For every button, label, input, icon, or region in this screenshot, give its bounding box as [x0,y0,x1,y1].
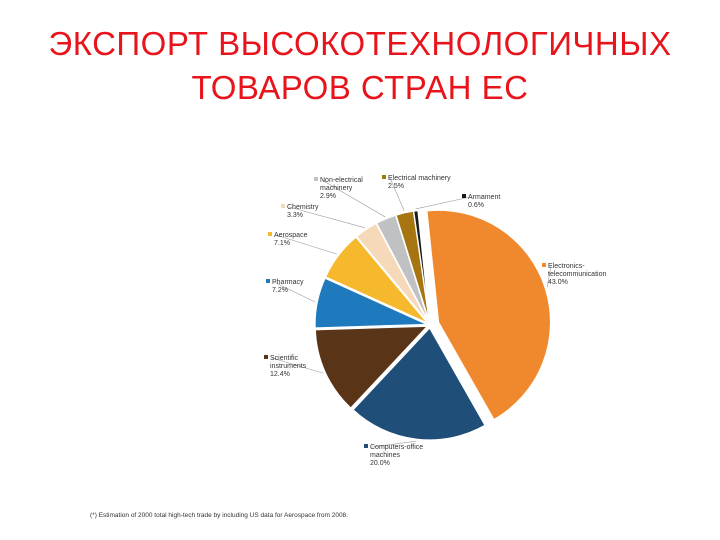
slice-label-6-line-1: machinery [320,185,353,192]
slice-label-2-line-1: instruments [270,363,307,370]
slice-label-3-line-1: 7.2% [272,287,288,294]
slice-label-2-line-2: 12.4% [270,371,290,378]
slice-label-2-line-0: Scientific [270,355,299,362]
slice-label-6-line-2: 2.9% [320,193,336,200]
slice-label-8-line-1: 0.6% [468,202,484,209]
legend-marker-0 [542,263,546,267]
pie-slice-1 [352,326,486,441]
slice-label-1-line-2: 20.0% [370,460,390,467]
slice-label-7-line-0: Electrical machinery [388,175,451,182]
legend-marker-7 [382,175,386,179]
leader-line-7 [389,177,405,211]
slide-title-line-2: ТОВАРОВ СТРАН ЕС [191,69,529,106]
leader-line-0 [546,265,552,288]
pie-slice-4 [324,236,429,324]
pie-slice-8 [413,209,431,323]
pie-slice-3 [314,277,428,329]
legend-marker-2 [264,355,268,359]
slice-label-1-line-0: Computers-office [370,444,423,451]
slice-label-4-line-0: Aerospace [274,232,308,239]
slice-label-0-line-1: telecommunication [548,271,606,278]
pie-slices [314,209,552,441]
leader-line-5 [288,206,365,229]
leader-line-3 [273,281,316,303]
slice-label-5-line-1: 3.3% [287,212,303,219]
leader-line-8 [415,196,471,210]
slice-label-0-line-0: Electronics- [548,263,585,270]
slice-label-8-line-0: Armament [468,194,500,201]
chart-footnote: (*) Estimation of 2000 total high-tech t… [90,512,348,519]
slice-label-7-line-1: 2.5% [388,183,404,190]
slice-label-5-line-0: Chemistry [287,204,319,211]
leader-line-2 [271,357,324,374]
slice-label-3-line-0: Pharmacy [272,279,304,286]
legend-marker-4 [268,232,272,236]
legend-marker-8 [462,194,466,198]
legend-marker-1 [364,444,368,448]
slice-label-1-line-1: machines [370,452,400,459]
slide-title: ЭКСПОРТ ВЫСОКОТЕХНОЛОГИЧНЫХ ТОВАРОВ СТРА… [0,22,720,110]
leader-line-6 [321,179,386,218]
slice-label-4-line-1: 7.1% [274,240,290,247]
pie-slice-0 [426,209,552,421]
leader-line-4 [275,234,337,255]
leader-line-1 [371,440,417,448]
legend-marker-5 [281,204,285,208]
pie-slice-2 [314,325,429,409]
slice-label-0-line-2: 43.0% [548,279,568,286]
slice-label-6-line-0: Non-electrical [320,177,363,184]
slide-title-line-1: ЭКСПОРТ ВЫСОКОТЕХНОЛОГИЧНЫХ [48,25,672,62]
legend-marker-3 [266,279,270,283]
legend-marker-6 [314,177,318,181]
